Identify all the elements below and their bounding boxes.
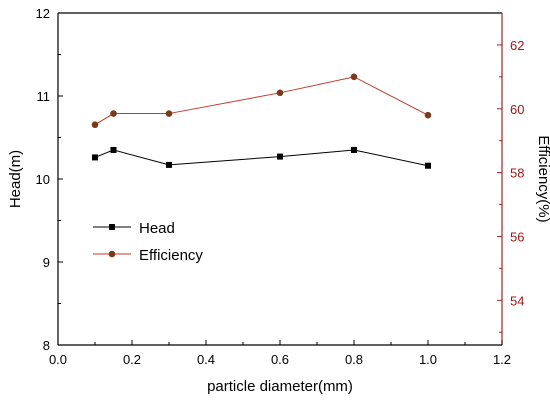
x-tick-label: 1.2 [493,352,511,367]
legend-head-marker [109,224,115,230]
ticks: 0.0 0.2 0.4 0.6 0.8 1.0 1.2 8 9 10 11 12 54 56 58 60 62 [36,6,525,367]
y-left-tick-label: 8 [43,338,50,353]
legend-item-efficiency: Efficiency [93,247,203,264]
data-point-head [110,146,117,153]
y-axis-left-title: Head(m) [7,150,24,208]
data-point-head [425,162,431,169]
data-point-efficiency [165,110,173,117]
y-right-tick-label: 60 [510,102,524,117]
data-point-efficiency [276,89,284,97]
x-tick-label: 0.2 [123,352,141,367]
x-tick-label: 0.6 [271,352,289,367]
y-right-tick-label: 62 [510,38,524,53]
y-right-tick-label: 56 [510,229,524,244]
y-left-tick-label: 9 [43,255,50,270]
legend-efficiency-label: Efficiency [139,247,203,264]
data-point-head [351,146,357,153]
y-right-tick-label: 58 [510,166,524,181]
x-tick-label: 0.8 [345,352,363,367]
y-left-tick-label: 11 [37,89,51,104]
x-axis-title: particle diameter(mm) [207,378,353,395]
y-right-tick-label: 54 [510,293,524,308]
data-point-efficiency [350,73,358,81]
data-point-head [92,154,98,161]
data-point-efficiency [424,111,432,119]
series-layer [91,73,432,169]
data-point-head [166,161,172,168]
y-left-tick-label: 10 [36,172,50,187]
legend-head-label: Head [139,220,175,237]
y-axis-right-title: Efficiency(%) [535,135,550,222]
legend-item-head: Head [93,220,175,237]
data-point-efficiency [110,110,117,117]
legend: Head Efficiency [93,220,203,264]
legend-efficiency-marker [108,250,116,258]
axes [57,12,503,346]
series-line-head [94,149,429,167]
y-left-tick-label: 12 [36,6,50,21]
data-point-head [277,153,283,160]
x-tick-label: 0.4 [197,352,215,367]
x-tick-label: 0.0 [49,352,67,367]
data-point-efficiency [91,121,99,129]
series-line-efficiency [94,76,429,126]
x-tick-label: 1.0 [419,352,437,367]
